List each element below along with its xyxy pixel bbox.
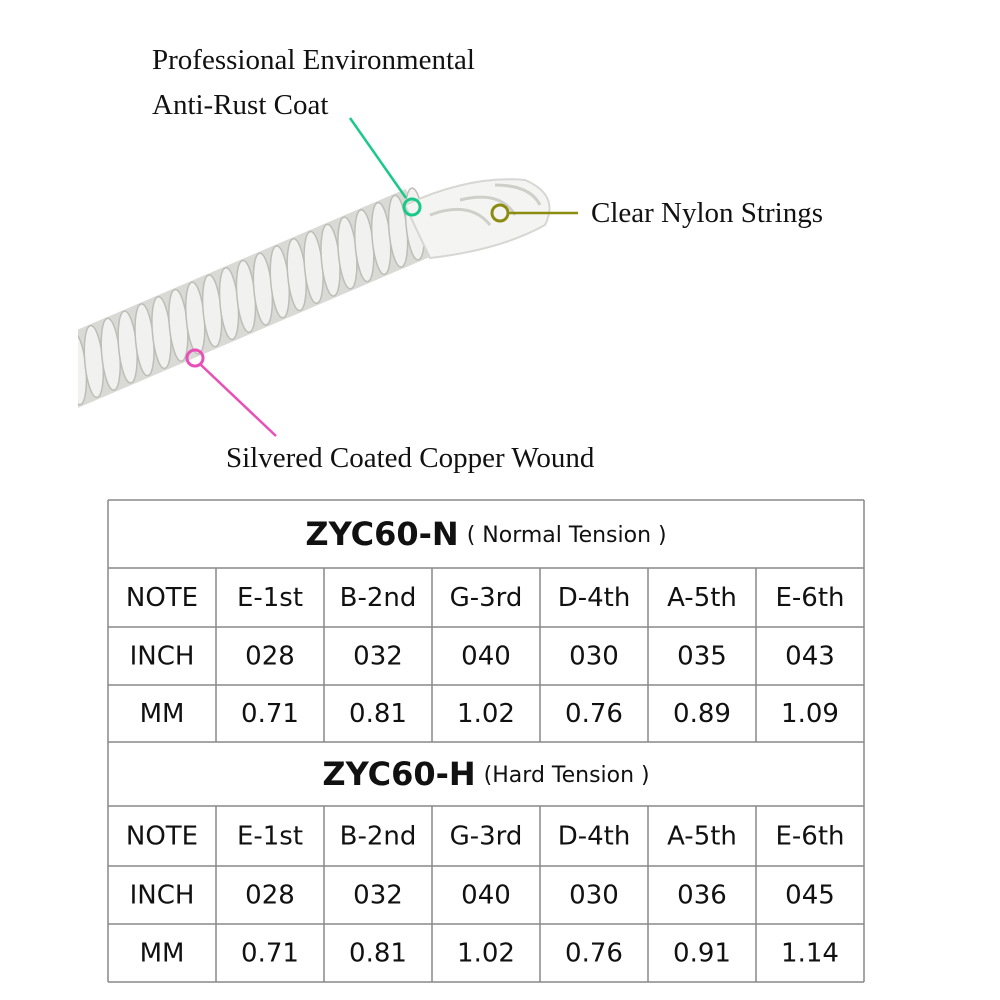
table-cell: MM — [140, 939, 185, 969]
table-cell: E-1st — [237, 583, 303, 613]
callout-label: Silvered Coated Copper Wound — [226, 442, 595, 474]
spec-table: ZYC60-N ( Normal Tension ) NOTE E-1st B-2nd G… — [107, 499, 865, 983]
table-cell: 030 — [569, 642, 619, 672]
table-cell: NOTE — [126, 822, 198, 852]
table-cell: 0.89 — [673, 699, 731, 729]
string-illustration — [48, 178, 551, 412]
tension-label: (Hard Tension ) — [484, 763, 650, 788]
callout-label: Anti-Rust Coat — [152, 89, 328, 121]
model-name: ZYC60-H — [322, 755, 475, 793]
table-cell: INCH — [130, 881, 195, 911]
table-cell: 040 — [461, 642, 511, 672]
table-title: ZYC60-N ( Normal Tension ) — [305, 515, 666, 553]
table-cell: B-2nd — [340, 822, 417, 852]
table-cell: B-2nd — [340, 583, 417, 613]
callout-lines — [185, 117, 578, 437]
callout-label: Clear Nylon Strings — [591, 197, 823, 229]
table-cell: 030 — [569, 881, 619, 911]
table-cell: E-6th — [775, 583, 844, 613]
table-title: ZYC60-H (Hard Tension ) — [322, 755, 649, 793]
table-cell: 045 — [785, 881, 835, 911]
table-cell: G-3rd — [450, 822, 523, 852]
table-cell: 032 — [353, 642, 403, 672]
tension-label: ( Normal Tension ) — [467, 523, 667, 548]
table-cell: 043 — [785, 642, 835, 672]
table-cell: 1.14 — [781, 939, 839, 969]
table-cell: 0.76 — [565, 939, 623, 969]
model-name: ZYC60-N — [305, 515, 458, 553]
table-cell: 0.76 — [565, 699, 623, 729]
table-cell: A-5th — [667, 583, 737, 613]
table-cell: 0.71 — [241, 939, 299, 969]
table-cell: D-4th — [558, 583, 631, 613]
callout-label: Professional Environmental — [152, 44, 475, 76]
table-cell: 1.02 — [457, 699, 515, 729]
table-cell: 0.81 — [349, 939, 407, 969]
coil — [48, 339, 72, 412]
table-cell: 028 — [245, 642, 295, 672]
table-cell: D-4th — [558, 822, 631, 852]
table-cell: A-5th — [667, 822, 737, 852]
table-cell: 028 — [245, 881, 295, 911]
table-cell: 036 — [677, 881, 727, 911]
table-cell: 040 — [461, 881, 511, 911]
table-cell: 032 — [353, 881, 403, 911]
table-cell: NOTE — [126, 583, 198, 613]
table-cell: E-6th — [775, 822, 844, 852]
table-cell: 0.91 — [673, 939, 731, 969]
table-cell: G-3rd — [450, 583, 523, 613]
table-cell: E-1st — [237, 822, 303, 852]
table-cell: 035 — [677, 642, 727, 672]
table-cell: 1.09 — [781, 699, 839, 729]
table-cell: 1.02 — [457, 939, 515, 969]
table-cell: INCH — [130, 642, 195, 672]
table-cell: MM — [140, 699, 185, 729]
table-cell: 0.81 — [349, 699, 407, 729]
table-cell: 0.71 — [241, 699, 299, 729]
